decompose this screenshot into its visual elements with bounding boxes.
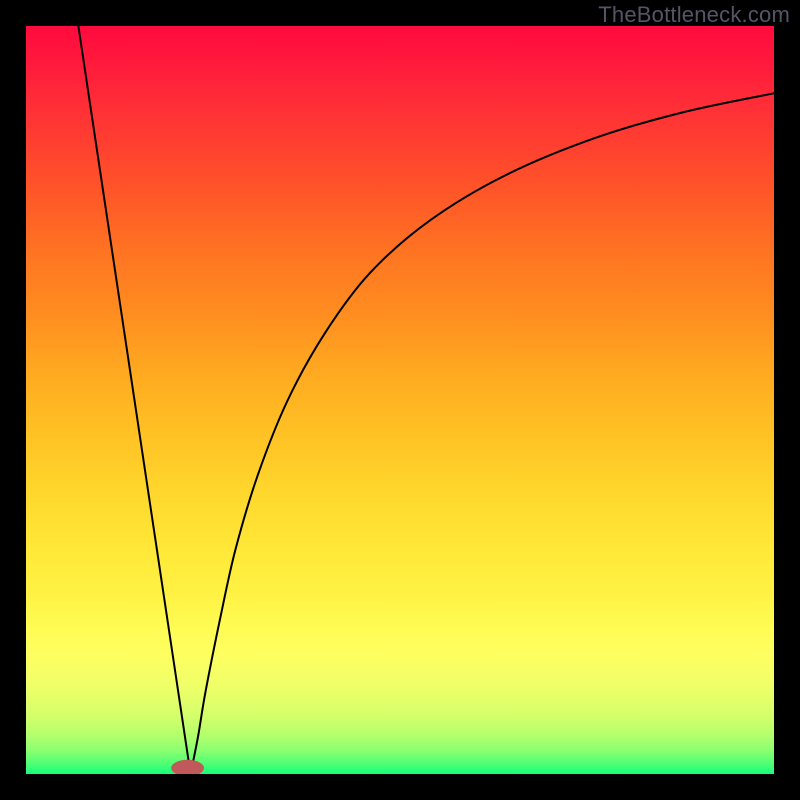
bottleneck-chart: [0, 0, 800, 800]
trough-marker-lozenge: [171, 760, 204, 776]
plot-area-gradient: [26, 26, 774, 774]
watermark-label: TheBottleneck.com: [598, 2, 790, 28]
